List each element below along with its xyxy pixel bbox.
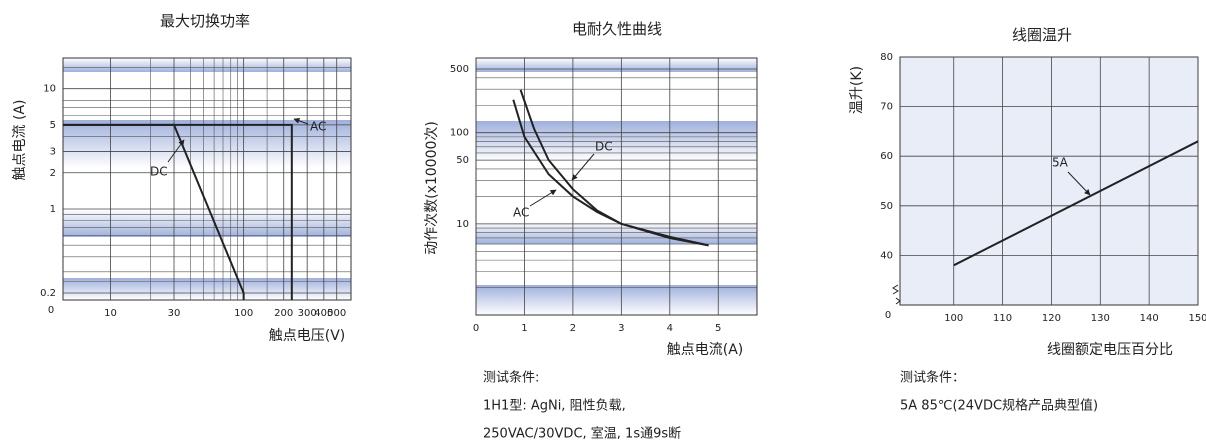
y-tick-label: 80 <box>880 52 893 63</box>
x-tick-label: 5 <box>715 323 721 334</box>
chart-title: 最大切换功率 <box>160 12 250 30</box>
plot-bg <box>63 58 351 300</box>
y-tick-label: 1 <box>50 204 56 215</box>
origin-label: 0 <box>48 305 54 316</box>
note: 250VAC/30VDC, 室温, 1s通9s断 <box>483 426 681 441</box>
series-line <box>519 89 709 247</box>
y-axis-label: 动作次数(x10000次) <box>424 121 440 255</box>
x-tick-label: 2 <box>570 323 576 334</box>
x-tick-label: 100 <box>234 308 253 319</box>
x-tick-label: 0 <box>473 323 479 334</box>
y-tick-label: 0.2 <box>40 288 56 299</box>
x-tick-label: 300 <box>298 308 317 319</box>
annotations: DC AC DC AC 5A <box>150 117 1091 305</box>
y-tick-label: 2 <box>50 168 56 179</box>
x-tick-label: 400 <box>314 308 333 319</box>
x-axis-label: 触点电压(V) <box>269 328 346 344</box>
annotation: AC <box>310 120 326 134</box>
plot-bg <box>476 58 757 315</box>
y-axis-label: 触点电流 (A) <box>12 100 28 181</box>
x-tick-label: 130 <box>1091 313 1110 324</box>
plot-frame <box>62 57 352 301</box>
y-tick-label: 50 <box>456 155 469 166</box>
y-tick-label: 3 <box>50 147 56 158</box>
band <box>63 209 351 237</box>
note: 1H1型: AgNi, 阻性负载, <box>483 399 626 414</box>
x-tick-label: 140 <box>1140 313 1159 324</box>
series-line <box>953 140 1199 267</box>
y-tick-label: 100 <box>450 128 469 139</box>
annotation: AC <box>513 206 529 220</box>
note: 5A 85℃(24VDC规格产品典型值) <box>900 398 1098 414</box>
axis-break <box>892 284 901 305</box>
arrow <box>167 139 185 163</box>
arrow <box>293 117 309 125</box>
x-tick-label: 150 <box>1188 313 1206 324</box>
plot-bg <box>900 57 1198 305</box>
arrow <box>1067 171 1091 196</box>
note: 测试条件： <box>900 370 965 386</box>
x-tick-label: 3 <box>618 323 624 334</box>
y-tick-label: 500 <box>450 64 469 75</box>
annotation: 5A <box>1052 156 1069 170</box>
band <box>476 222 757 244</box>
x-tick-label: 120 <box>1042 313 1061 324</box>
arrow <box>529 189 557 207</box>
y-tick-label: 50 <box>880 201 893 212</box>
x-axis-label: 触点电流(A) <box>667 342 744 358</box>
y-tick-label: 70 <box>880 102 893 113</box>
band <box>63 120 351 168</box>
band <box>476 58 757 72</box>
series-line <box>63 123 293 300</box>
origin-label: 0 <box>885 310 891 321</box>
y-tick-label: 10 <box>456 219 469 230</box>
y-tick-label: 5 <box>50 120 56 131</box>
x-tick-label: 200 <box>274 308 293 319</box>
y-tick-label: 40 <box>880 250 893 261</box>
backgrounds <box>63 57 1198 315</box>
y-tick-label: 10 <box>43 84 56 95</box>
annotation: DC <box>150 165 168 179</box>
band <box>476 121 757 161</box>
note: 测试条件: <box>483 370 539 386</box>
x-tick-label: 100 <box>944 313 963 324</box>
arrow <box>571 153 595 181</box>
x-axis-label: 线圈额定电压百分比 <box>1047 342 1173 358</box>
x-tick-label: 30 <box>168 308 181 319</box>
chart-title: 线圈温升 <box>1012 26 1072 44</box>
band <box>63 58 351 72</box>
x-tick-label: 10 <box>104 308 117 319</box>
y-axis-label: 温升(K) <box>849 66 865 114</box>
band <box>63 278 351 300</box>
annotation: DC <box>595 140 613 154</box>
chart-title: 电耐久性曲线 <box>572 20 662 38</box>
band <box>476 285 757 315</box>
x-tick-label: 110 <box>993 313 1012 324</box>
x-tick-label: 500 <box>327 308 346 319</box>
x-tick-label: 1 <box>521 323 527 334</box>
y-tick-label: 60 <box>880 151 893 162</box>
x-tick-label: 4 <box>667 323 673 334</box>
